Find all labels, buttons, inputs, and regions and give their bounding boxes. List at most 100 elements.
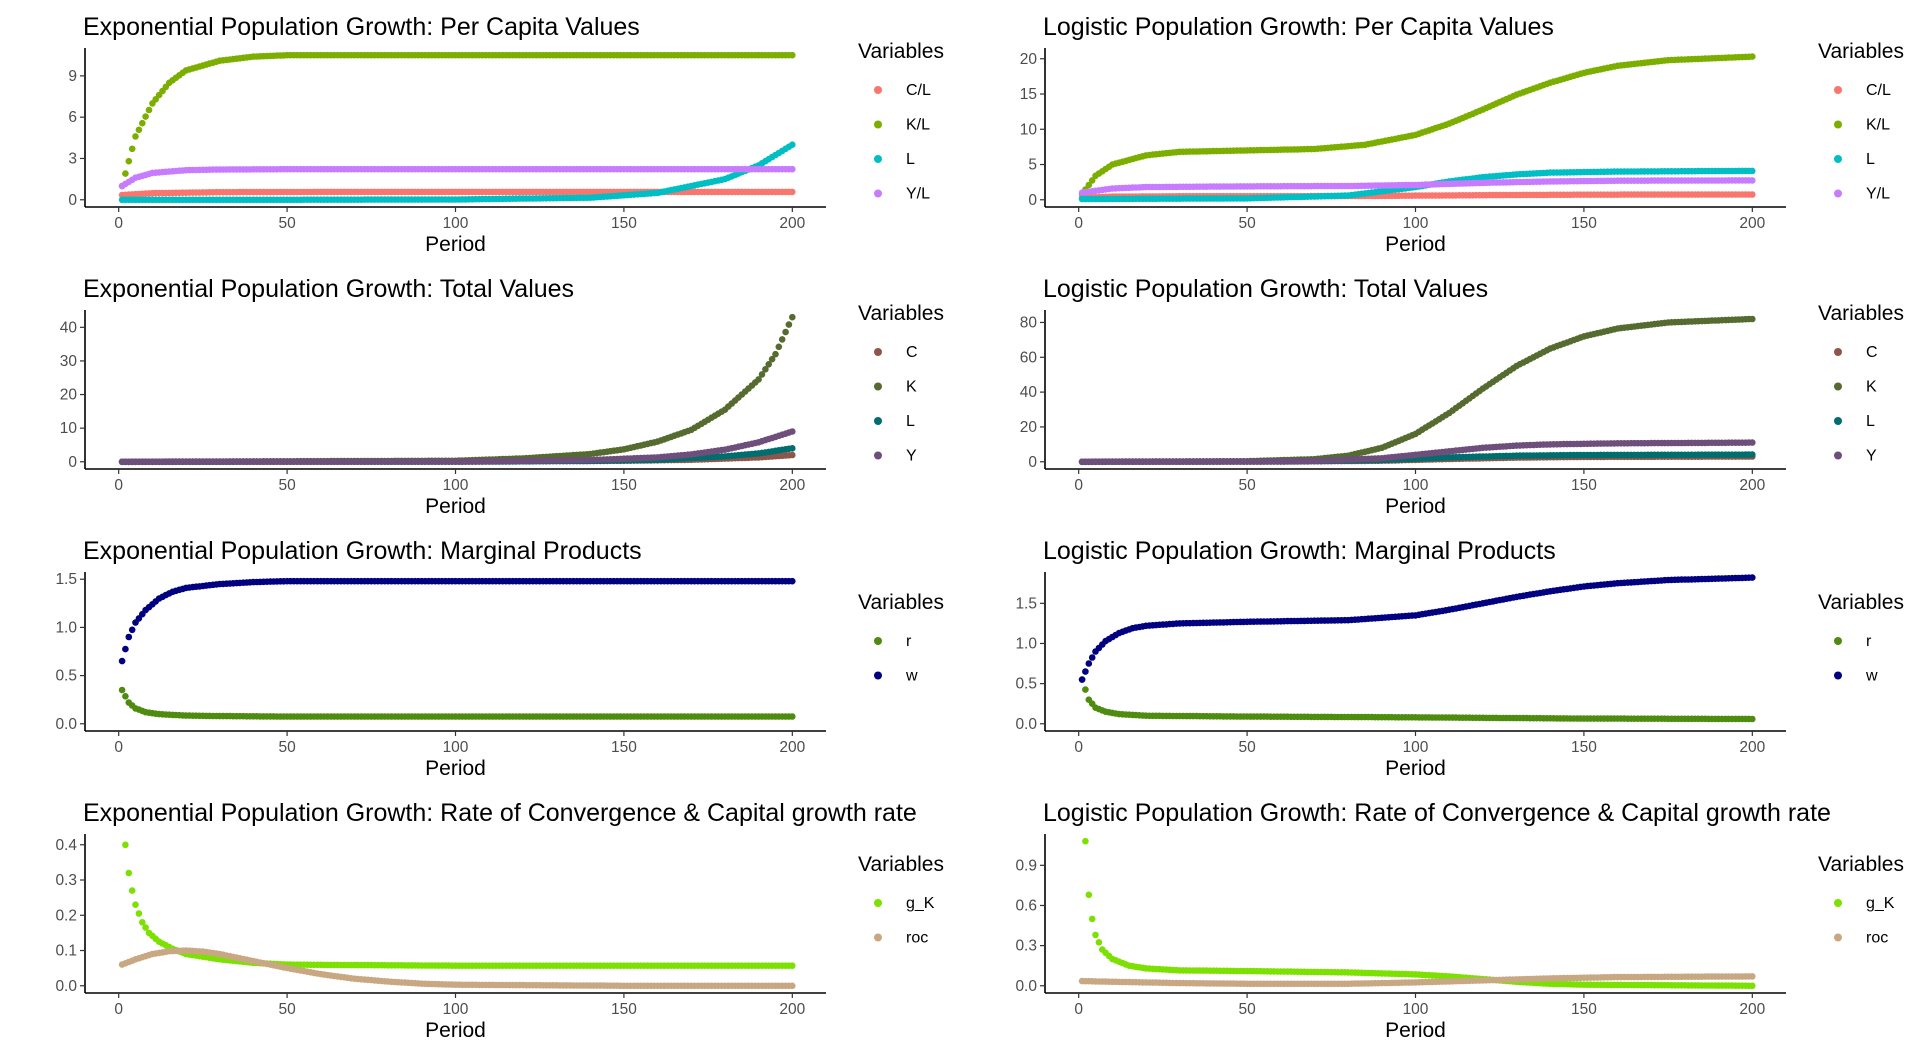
data-point [789, 713, 796, 720]
y-tick-label: 0.0 [1015, 716, 1037, 733]
data-point [1749, 315, 1756, 323]
data-point [1085, 181, 1093, 189]
x-tick-label: 0 [114, 477, 123, 494]
legend-title: Variables [858, 40, 944, 63]
x-axis-label: Period [1385, 495, 1446, 518]
series-w [1078, 574, 1756, 683]
y-tick-label: 20 [1020, 51, 1038, 68]
chart-panel-8: Logistic Population Growth: Rate of Conv… [1015, 799, 1904, 1042]
data-points [118, 313, 796, 466]
series-K/L [118, 51, 796, 190]
y-tick-label: 60 [1020, 349, 1038, 366]
legend-label: K/L [906, 117, 930, 134]
legend-title: Variables [858, 302, 944, 325]
y-tick-label: 0 [1028, 454, 1037, 471]
x-tick-label: 50 [1238, 215, 1256, 232]
y-tick-label: 0.4 [55, 837, 77, 854]
data-point [1082, 686, 1089, 693]
series-roc [118, 947, 796, 990]
y-tick-label: 0.3 [55, 872, 77, 889]
legend-key [874, 933, 882, 942]
x-tick-label: 0 [114, 739, 123, 756]
legend-label: K [906, 379, 917, 396]
data-point [125, 157, 133, 165]
y-tick-label: 80 [1020, 314, 1038, 331]
y-tick-label: 15 [1020, 86, 1037, 103]
legend-label: Y/L [1866, 186, 1890, 203]
data-point [775, 343, 783, 351]
legend-key [874, 671, 882, 680]
x-tick-label: 150 [611, 739, 637, 756]
legend-key [874, 86, 882, 94]
x-tick-label: 150 [1571, 477, 1597, 494]
legend-label: C/L [1866, 82, 1891, 99]
data-point [758, 371, 766, 378]
x-tick-label: 150 [1571, 215, 1597, 232]
x-tick-label: 150 [611, 477, 637, 494]
data-point [762, 366, 769, 373]
legend-key [874, 189, 882, 198]
chart-title: Logistic Population Growth: Per Capita V… [1043, 13, 1554, 41]
y-tick-label: 1.0 [1015, 635, 1037, 652]
x-tick-label: 200 [779, 477, 805, 494]
legend-label: roc [906, 930, 928, 947]
legend-label: w [1865, 668, 1878, 685]
data-point [142, 924, 149, 931]
legend-key [1834, 451, 1842, 460]
y-tick-label: 1.5 [55, 571, 77, 588]
y-tick-label: 0.2 [55, 907, 77, 924]
data-point [1749, 53, 1756, 60]
y-tick-label: 40 [1020, 384, 1038, 401]
legend-title: Variables [858, 591, 944, 614]
data-point [118, 686, 126, 694]
data-point [768, 355, 776, 363]
legend-key [874, 120, 882, 129]
x-tick-label: 150 [1571, 739, 1597, 756]
data-point [128, 887, 136, 894]
data-point [789, 445, 796, 452]
legend-key [1834, 637, 1842, 645]
legend-key [874, 417, 882, 425]
data-point [1749, 439, 1756, 446]
data-point [142, 113, 149, 120]
data-point [128, 145, 136, 153]
x-tick-label: 150 [611, 215, 637, 232]
chart-title: Logistic Population Growth: Total Values [1043, 275, 1488, 303]
y-tick-label: 0.0 [55, 978, 77, 995]
legend-label: r [1866, 633, 1872, 650]
x-tick-label: 0 [114, 215, 123, 232]
y-tick-label: 6 [68, 109, 77, 126]
y-tick-label: 20 [60, 387, 78, 404]
chart-title: Exponential Population Growth: Total Val… [83, 275, 574, 303]
data-points [1078, 574, 1756, 723]
y-tick-label: 0.5 [55, 668, 77, 685]
data-point [789, 451, 796, 459]
series-K [118, 313, 796, 466]
chart-panel-3: Exponential Population Growth: Total Val… [60, 275, 944, 518]
data-point [1749, 715, 1756, 723]
data-point [1095, 939, 1103, 946]
data-points [118, 51, 796, 204]
x-axis-label: Period [1385, 233, 1446, 256]
data-point [145, 106, 153, 114]
data-point [1749, 982, 1756, 990]
chart-panel-2: Logistic Population Growth: Per Capita V… [1020, 13, 1904, 256]
legend-label: w [905, 668, 918, 685]
x-tick-label: 50 [278, 1001, 296, 1018]
chart-title: Exponential Population Growth: Rate of C… [83, 799, 917, 827]
data-point [789, 188, 796, 196]
y-tick-label: 1.0 [55, 619, 77, 636]
x-tick-label: 100 [443, 215, 469, 232]
series-Y/L [118, 165, 796, 190]
y-tick-label: 0.5 [1015, 676, 1037, 693]
data-point [135, 910, 143, 917]
y-tick-label: 30 [60, 353, 78, 370]
y-tick-label: 0 [68, 454, 77, 471]
legend-key [1834, 671, 1842, 680]
legend-label: Y [906, 448, 917, 465]
x-tick-label: 150 [611, 1001, 637, 1018]
y-tick-label: 0 [1028, 192, 1037, 209]
